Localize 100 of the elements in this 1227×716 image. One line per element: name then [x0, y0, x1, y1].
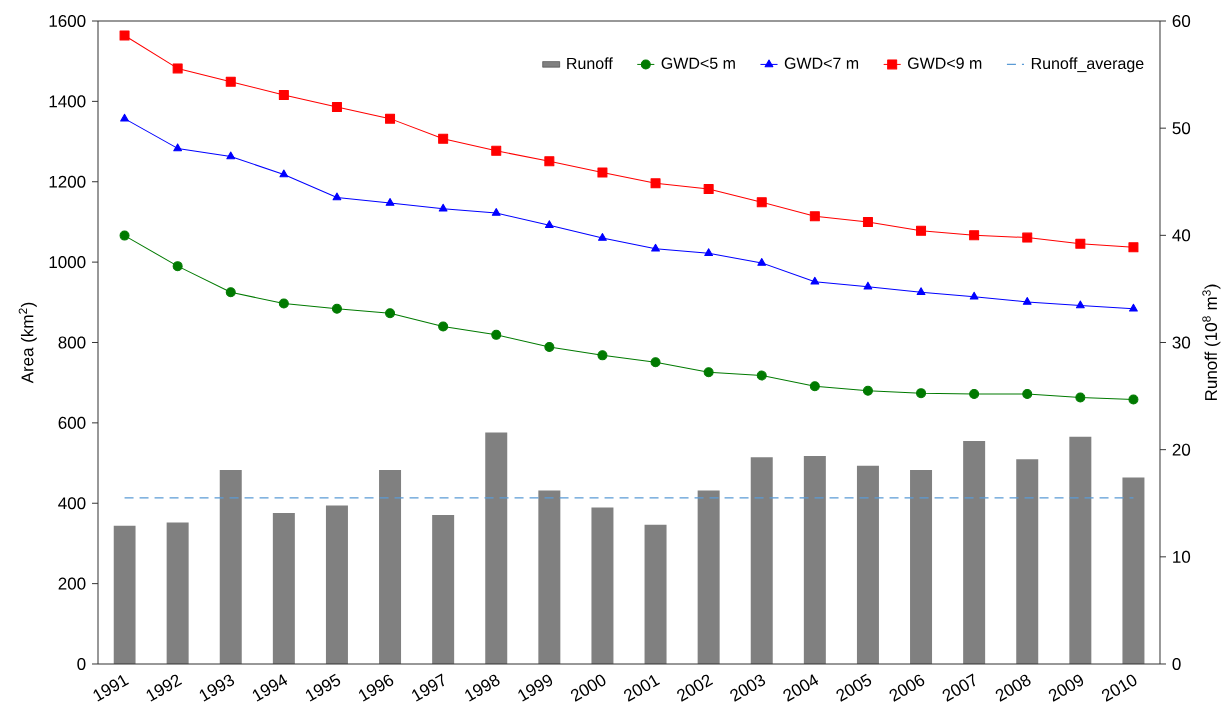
x-tick-label: 1996 — [358, 674, 394, 702]
point — [278, 89, 289, 100]
y2-tick-label: 10 — [1173, 550, 1191, 563]
legend-label: Runoff_average — [1031, 57, 1144, 73]
point — [1022, 388, 1033, 399]
legend-label: Runoff — [567, 57, 613, 70]
x-tick-label: 2004 — [783, 674, 819, 702]
point — [597, 350, 608, 361]
y-axis-title: Area (km$^{2}$) — [18, 302, 37, 384]
x-tick-label: 2005 — [836, 673, 872, 702]
point — [1022, 296, 1032, 305]
point — [331, 303, 342, 314]
y2-tick-label: 30 — [1172, 336, 1191, 349]
bar — [644, 524, 667, 664]
point — [438, 321, 449, 332]
x-tick-label: 1999 — [518, 674, 553, 702]
y-tick-label: 1200 — [49, 175, 86, 188]
bar — [166, 522, 189, 664]
x-tick-label: 2009 — [1048, 674, 1084, 702]
bar — [803, 456, 826, 664]
point — [598, 233, 607, 241]
point — [544, 341, 555, 352]
x-tick-label: 1992 — [146, 674, 183, 702]
point — [863, 281, 873, 290]
bar — [538, 490, 561, 664]
point — [810, 276, 820, 285]
point — [491, 329, 502, 340]
point — [862, 216, 873, 227]
point — [225, 76, 236, 87]
y2-tick-label: 60 — [1172, 14, 1191, 28]
bar — [750, 457, 773, 664]
point — [385, 308, 396, 319]
point — [757, 257, 767, 266]
point — [544, 156, 555, 167]
x-tick-label: 1994 — [252, 674, 288, 702]
bar — [219, 470, 242, 664]
point — [172, 63, 183, 74]
point — [491, 145, 502, 156]
point — [385, 113, 396, 124]
bar — [432, 515, 455, 664]
point — [916, 388, 927, 399]
x-tick-label: 2000 — [570, 674, 606, 702]
point — [809, 381, 820, 392]
bar — [1016, 459, 1039, 664]
point — [1022, 232, 1033, 243]
point — [119, 30, 130, 41]
bar — [485, 432, 508, 664]
point — [1129, 303, 1138, 312]
point — [651, 243, 660, 252]
point — [756, 197, 767, 208]
point — [704, 248, 714, 257]
point — [703, 367, 714, 378]
x-tick-label: 2008 — [995, 674, 1031, 702]
point — [650, 178, 661, 189]
point — [278, 298, 289, 309]
y-tick-label: 600 — [58, 416, 86, 429]
point — [279, 169, 289, 178]
point — [1128, 242, 1139, 253]
point — [332, 192, 342, 201]
y-tick-label: 0 — [77, 657, 86, 671]
point — [172, 261, 183, 272]
x-tick-label: 1998 — [465, 674, 500, 702]
point — [225, 287, 236, 298]
point — [650, 357, 661, 368]
point — [173, 143, 183, 152]
point — [969, 230, 980, 241]
point — [809, 211, 820, 222]
point — [597, 167, 608, 178]
y-tick-label: 1000 — [49, 256, 86, 269]
bar — [325, 505, 348, 664]
point — [916, 287, 926, 296]
x-tick-label: 2003 — [730, 674, 766, 702]
bar — [697, 490, 720, 664]
point — [1075, 238, 1086, 249]
bar — [1069, 436, 1092, 664]
point — [1128, 394, 1139, 405]
point — [969, 291, 979, 300]
x-tick-label: 1991 — [93, 675, 129, 702]
y2-tick-label: 40 — [1172, 229, 1191, 242]
point — [438, 133, 449, 144]
legend-label: GWD<7 m — [784, 57, 859, 69]
point — [438, 203, 448, 212]
point — [756, 370, 767, 381]
point — [969, 388, 980, 399]
point — [544, 220, 554, 228]
point — [1075, 392, 1086, 403]
x-tick-label: 2002 — [677, 674, 714, 702]
x-tick-label: 2001 — [624, 675, 660, 702]
y-tick-label: 1600 — [49, 14, 86, 28]
x-tick-label: 2006 — [889, 674, 925, 702]
bar — [856, 465, 879, 664]
point — [916, 225, 927, 236]
point — [1075, 300, 1085, 309]
point — [120, 113, 129, 122]
y-tick-label: 200 — [58, 577, 86, 590]
y2-tick-label: 0 — [1172, 657, 1181, 671]
y-tick-label: 800 — [58, 336, 86, 349]
y-tick-label: 400 — [58, 497, 86, 510]
legend-label: GWD<5 m — [661, 57, 735, 69]
bar — [591, 507, 614, 664]
